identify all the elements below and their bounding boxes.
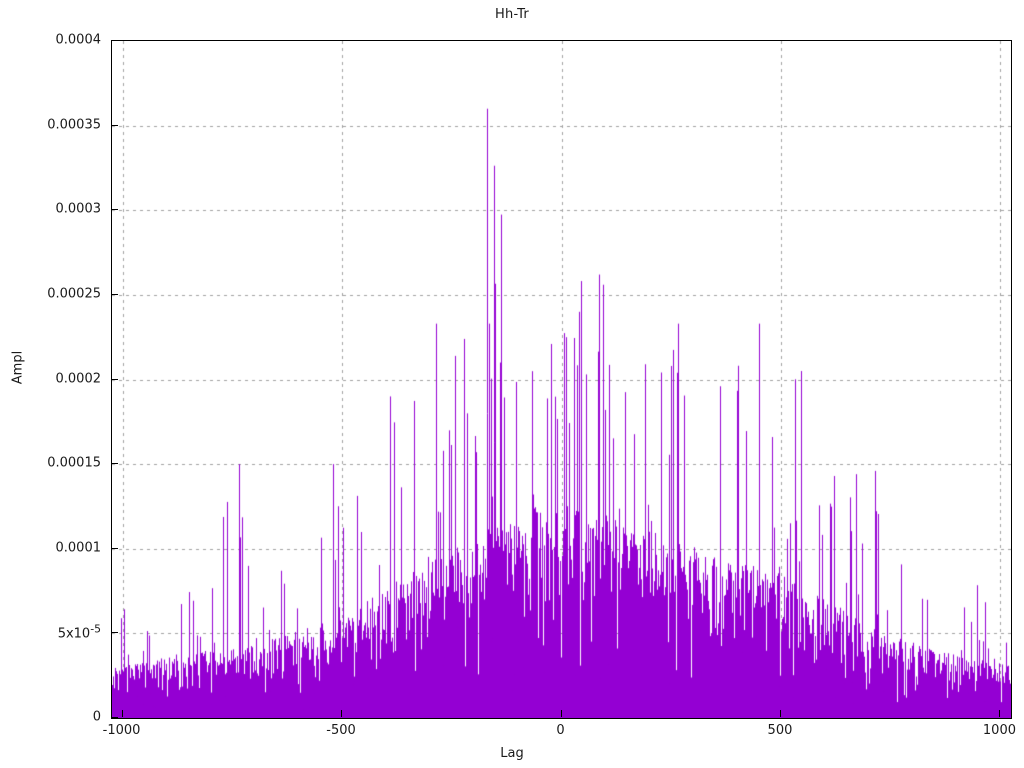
y-tick-label: 0.0001 [55,540,102,556]
y-tick-mark [111,209,118,210]
y-axis-tick-labels: 0 5x10-5 0.0001 0.00015 0.0002 0.00025 0.0003 0… [0,0,101,768]
y-tick-label: 0.00025 [47,286,101,302]
y-tick-label: 0.0004 [55,32,102,48]
x-tick-label: 1000 [982,723,1016,738]
x-tick-label: -1000 [102,723,141,738]
x-tick-label: -500 [326,723,356,738]
chart-title: Hh-Tr [495,7,529,22]
x-tick-mark [341,710,342,717]
y-tick-label: 0 [92,709,101,725]
y-tick-mark [111,463,118,464]
y-tick-mark [111,125,118,126]
y-tick-label: 5x10-5 [57,622,101,643]
x-tick-label: 0 [556,723,565,738]
plot-canvas [112,41,1011,718]
y-tick-mark [111,40,118,41]
y-tick-mark [111,548,118,549]
x-tick-mark [561,710,562,717]
y-tick-label: 0.00015 [47,455,101,471]
x-tick-mark [122,710,123,717]
x-axis-label: Lag [500,746,524,761]
y-tick-mark [111,717,118,718]
y-tick-mark [111,294,118,295]
plot-area [111,40,1012,719]
y-tick-mark [111,632,118,633]
x-tick-mark [780,710,781,717]
y-tick-label: 0.0002 [55,371,102,386]
x-tick-mark [999,710,1000,717]
y-tick-label: 0.0003 [55,201,102,217]
y-tick-mark [111,379,118,380]
y-axis-label: Ampl [10,350,26,385]
x-tick-label: 500 [767,723,793,738]
y-tick-label: 0.00035 [47,117,101,133]
